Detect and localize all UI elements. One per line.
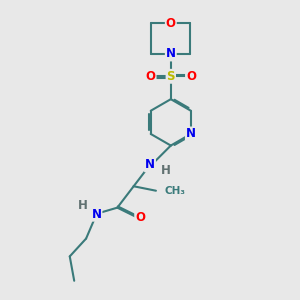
Text: O: O xyxy=(135,211,145,224)
Text: O: O xyxy=(186,70,196,83)
Text: O: O xyxy=(146,70,156,83)
Text: N: N xyxy=(145,158,155,171)
Text: S: S xyxy=(167,70,175,83)
Text: N: N xyxy=(186,128,196,140)
Text: CH₃: CH₃ xyxy=(164,186,185,196)
Text: N: N xyxy=(166,47,176,61)
Text: H: H xyxy=(78,200,88,212)
Text: N: N xyxy=(92,208,101,221)
Text: O: O xyxy=(166,16,176,30)
Text: H: H xyxy=(160,164,170,177)
